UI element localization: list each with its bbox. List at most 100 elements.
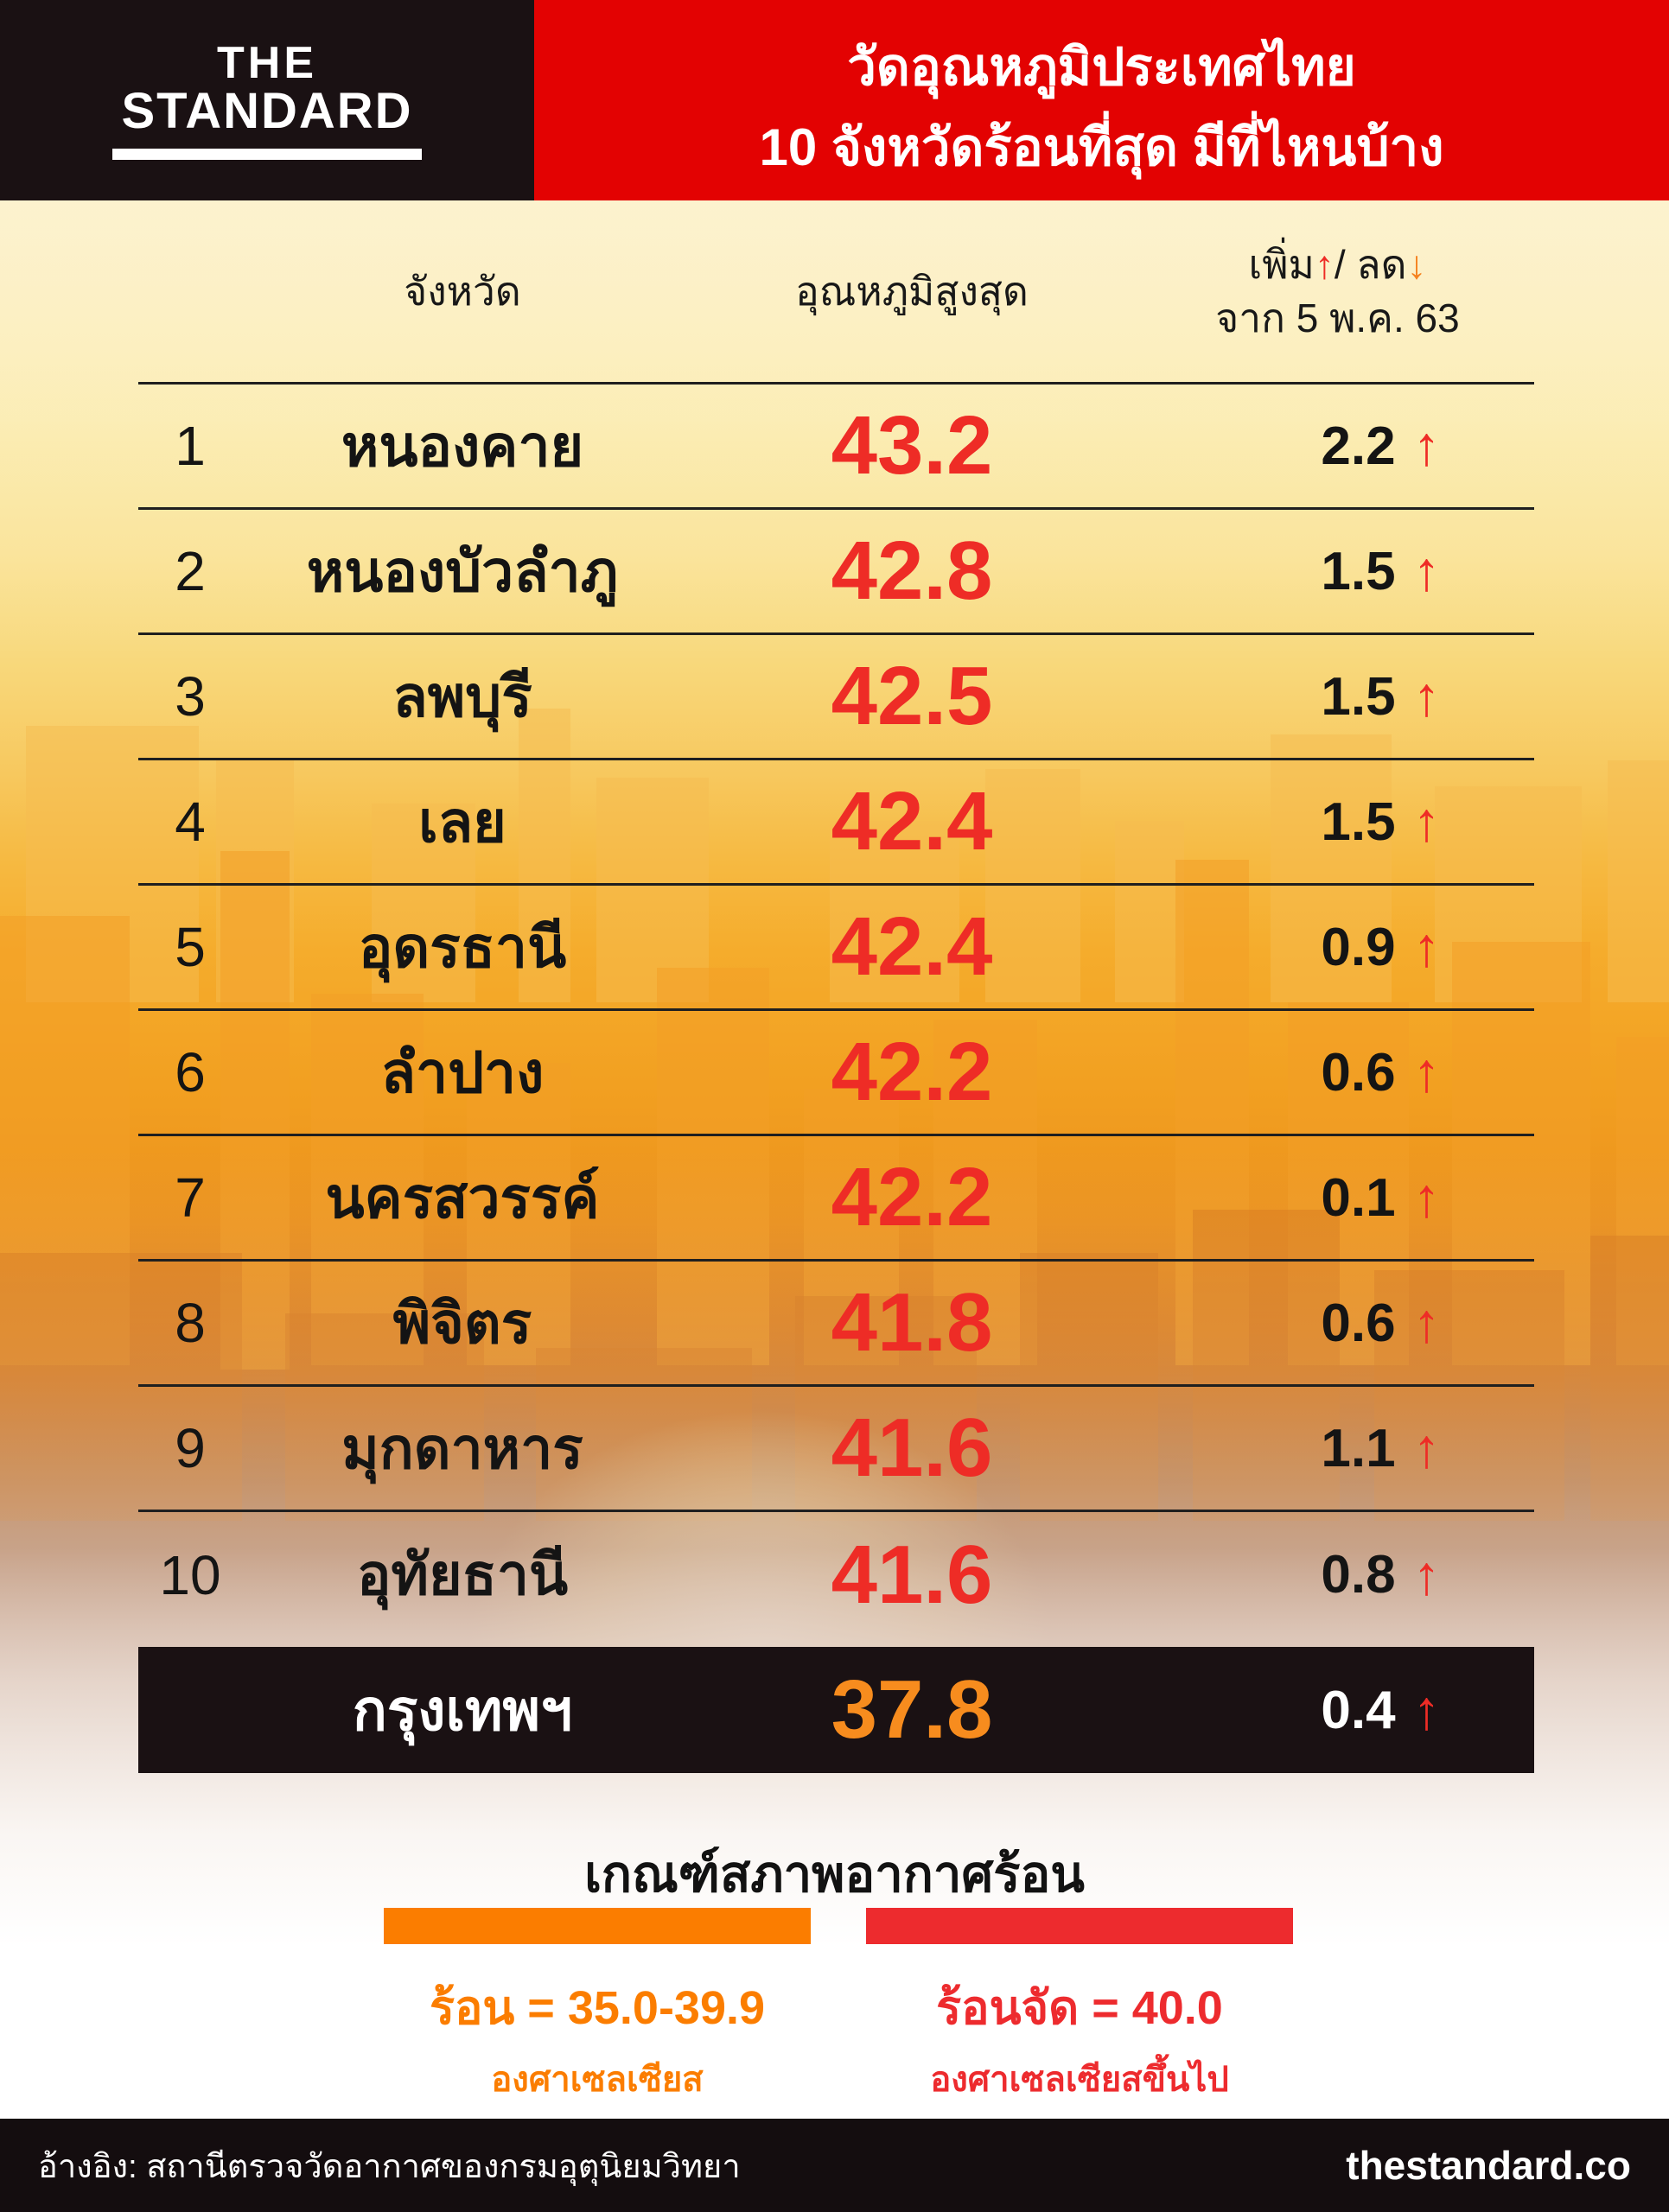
up-arrow-icon: ↑ (1412, 1041, 1441, 1103)
page-title-line1: วัดอุณหภูมิประเทศไทย (847, 38, 1356, 96)
up-arrow-icon: ↑ (1412, 415, 1441, 477)
down-arrow-icon: ↓ (1406, 242, 1427, 287)
temperature-table: จังหวัด อุณหภูมิสูงสุด เพิ่ม↑/ ลด↓ จาก 5… (138, 200, 1534, 1637)
up-arrow-icon: ↑ (1314, 242, 1335, 287)
temperature-change: 0.6 ↑ (1141, 1291, 1534, 1355)
hot-color-swatch (384, 1908, 811, 1944)
max-temperature: 42.4 (831, 900, 993, 993)
table-row: 3 ลพบุรี 42.5 1.5 ↑ (138, 635, 1534, 760)
change-word-up: เพิ่ม (1248, 242, 1315, 287)
very-hot-label: ร้อนจัด = 40.0 (936, 1982, 1223, 2034)
very-hot-sublabel: องศาเซลเซียสขึ้นไป (930, 2061, 1229, 2099)
brand-logo-box: THE STANDARD (0, 0, 534, 200)
table-header-row: จังหวัด อุณหภูมิสูงสุด เพิ่ม↑/ ลด↓ จาก 5… (138, 200, 1534, 385)
legend-title: เกณฑ์สภาพอากาศร้อน (584, 1847, 1085, 1903)
table-row: 4 เลย 42.4 1.5 ↑ (138, 760, 1534, 886)
temperature-change: 0.4 ↑ (1141, 1678, 1534, 1742)
change-header-line1: เพิ่ม↑/ ลด↓ (1141, 238, 1534, 291)
rank: 9 (175, 1417, 206, 1479)
change-header-line2: จาก 5 พ.ค. 63 (1215, 296, 1460, 340)
up-arrow-icon: ↑ (1412, 1543, 1441, 1606)
province-name: มุกดาหาร (341, 1415, 583, 1480)
rank: 4 (175, 791, 206, 853)
logo-line-the: THE (217, 38, 317, 89)
title-banner: วัดอุณหภูมิประเทศไทย 10 จังหวัดร้อนที่สุ… (534, 0, 1669, 200)
up-arrow-icon: ↑ (1412, 1417, 1441, 1479)
temperature-change: 1.1 ↑ (1141, 1416, 1534, 1480)
province-name: กรุงเทพฯ (352, 1677, 573, 1742)
max-temperature: 42.2 (831, 1026, 993, 1118)
max-temperature: 42.2 (831, 1151, 993, 1243)
table-row: 2 หนองบัวลำภู 42.8 1.5 ↑ (138, 510, 1534, 635)
bangkok-row: กรุงเทพฯ 37.8 0.4 ↑ (138, 1647, 1534, 1773)
rank: 5 (175, 916, 206, 978)
very-hot-color-swatch (866, 1908, 1293, 1944)
max-temperature: 41.8 (831, 1276, 993, 1369)
max-temperature: 42.8 (831, 524, 993, 617)
max-temperature: 43.2 (831, 399, 993, 492)
province-name: หนองคาย (341, 413, 584, 478)
province-name: อุทัยธานี (356, 1542, 569, 1606)
up-arrow-icon: ↑ (1412, 665, 1441, 728)
rank: 1 (175, 415, 206, 477)
table-row: 1 หนองคาย 43.2 2.2 ↑ (138, 385, 1534, 510)
page-title-line2: 10 จังหวัดร้อนที่สุด มีที่ไหนบ้าง (759, 118, 1444, 176)
table-row: 8 พิจิตร 41.8 0.6 ↑ (138, 1262, 1534, 1387)
province-name: พิจิตร (392, 1290, 532, 1355)
up-arrow-icon: ↑ (1412, 1166, 1441, 1229)
footer: อ้างอิง: สถานีตรวจวัดอากาศของกรมอุตุนิยม… (0, 2119, 1669, 2212)
rank: 7 (175, 1166, 206, 1229)
legend-very-hot: ร้อนจัด = 40.0 องศาเซลเซียสขึ้นไป (866, 1908, 1293, 2107)
legend-hot: ร้อน = 35.0-39.9 องศาเซลเซียส (384, 1908, 811, 2107)
table-row: 9 มุกดาหาร 41.6 1.1 ↑ (138, 1387, 1534, 1512)
temperature-change: 0.6 ↑ (1141, 1040, 1534, 1104)
change-value: 0.8 (1321, 1545, 1396, 1605)
change-word-down: / ลด (1334, 242, 1407, 287)
rank: 8 (175, 1292, 206, 1354)
website-url: thestandard.co (1346, 2143, 1631, 2188)
source-citation: อ้างอิง: สถานีตรวจวัดอากาศของกรมอุตุนิยม… (38, 2148, 741, 2185)
max-temperature: 42.5 (831, 650, 993, 742)
temperature-change: 1.5 ↑ (1141, 664, 1534, 728)
max-temperature: 41.6 (831, 1528, 993, 1621)
change-value: 0.1 (1321, 1167, 1396, 1228)
up-arrow-icon: ↑ (1412, 1292, 1441, 1354)
change-value: 2.2 (1321, 416, 1396, 476)
temperature-change: 0.8 ↑ (1141, 1543, 1534, 1607)
up-arrow-icon: ↑ (1412, 916, 1441, 978)
change-value: 0.4 (1321, 1680, 1396, 1740)
hot-sublabel: องศาเซลเซียส (491, 2061, 704, 2099)
change-value: 1.5 (1321, 666, 1396, 727)
rank: 2 (175, 540, 206, 602)
temperature-change: 0.9 ↑ (1141, 915, 1534, 979)
table-row: 5 อุดรธานี 42.4 0.9 ↑ (138, 886, 1534, 1011)
change-value: 0.6 (1321, 1293, 1396, 1353)
up-arrow-icon: ↑ (1412, 791, 1441, 853)
rank: 6 (175, 1041, 206, 1103)
up-arrow-icon: ↑ (1412, 540, 1441, 602)
hot-label: ร้อน = 35.0-39.9 (429, 1982, 766, 2034)
change-value: 1.1 (1321, 1418, 1396, 1478)
province-column-header: จังหวัด (404, 269, 521, 314)
table-row: 6 ลำปาง 42.2 0.6 ↑ (138, 1011, 1534, 1136)
change-value: 0.9 (1321, 917, 1396, 977)
temperature-change: 0.1 ↑ (1141, 1166, 1534, 1230)
province-name: นครสวรรค์ (325, 1165, 600, 1230)
up-arrow-icon: ↑ (1412, 1679, 1441, 1741)
change-value: 1.5 (1321, 541, 1396, 601)
change-column-header: เพิ่ม↑/ ลด↓ จาก 5 พ.ค. 63 (1141, 238, 1534, 345)
province-name: อุดรธานี (358, 914, 567, 979)
province-name: ลพบุรี (392, 664, 532, 728)
legend: ร้อน = 35.0-39.9 องศาเซลเซียส ร้อนจัด = … (384, 1908, 1293, 2107)
rank: 3 (175, 665, 206, 728)
max-temperature: 41.6 (831, 1402, 993, 1494)
change-value: 1.5 (1321, 791, 1396, 852)
temperature-change: 1.5 ↑ (1141, 539, 1534, 603)
temp-column-header: อุณหภูมิสูงสุด (795, 269, 1029, 314)
table-row: 7 นครสวรรค์ 42.2 0.1 ↑ (138, 1136, 1534, 1262)
province-name: เลย (418, 789, 506, 854)
header: THE STANDARD วัดอุณหภูมิประเทศไทย 10 จัง… (0, 0, 1669, 200)
temperature-change: 1.5 ↑ (1141, 790, 1534, 854)
